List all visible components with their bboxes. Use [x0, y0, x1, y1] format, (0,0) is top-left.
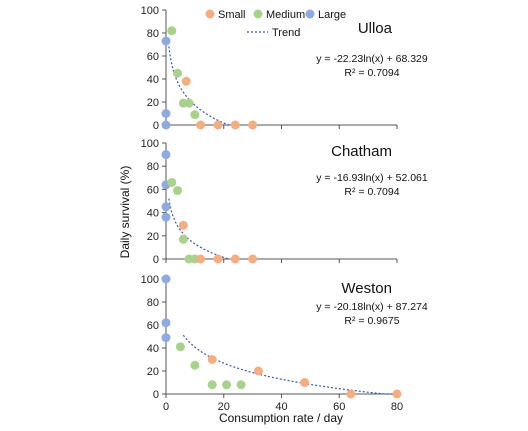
y-tick-label: 100 — [141, 274, 159, 286]
small-point — [196, 254, 206, 264]
trend-equation: y = -22.23ln(x) + 68.329 — [316, 53, 428, 65]
trend-line — [168, 46, 230, 126]
y-tick-label: 0 — [153, 389, 159, 401]
small-point — [178, 220, 188, 230]
trend-r2: R² = 0.9675 — [344, 315, 399, 327]
small-point — [230, 120, 240, 130]
panel-title: Weston — [341, 280, 392, 297]
y-tick-label: 20 — [147, 366, 159, 378]
small-point — [300, 378, 310, 387]
medium-point — [173, 186, 183, 196]
y-tick-label: 0 — [153, 254, 159, 266]
small-point — [392, 389, 402, 399]
large-point — [161, 36, 171, 46]
panel-title: Ulloa — [358, 20, 393, 37]
panel-title: Chatham — [331, 143, 392, 160]
trend-equation: y = -16.93ln(x) + 52.061 — [316, 172, 428, 184]
large-point — [161, 212, 171, 222]
legend-large-marker — [305, 9, 315, 19]
medium-point — [167, 177, 177, 187]
y-tick-label: 80 — [147, 28, 159, 40]
y-tick-label: 40 — [147, 208, 159, 220]
y-tick-label: 60 — [147, 51, 159, 63]
medium-point — [190, 110, 200, 120]
trend-line — [182, 334, 397, 395]
y-tick-label: 40 — [147, 343, 159, 355]
medium-point — [178, 234, 188, 244]
y-tick-label: 100 — [141, 138, 159, 150]
y-tick-label: 60 — [147, 184, 159, 196]
small-point — [230, 254, 240, 264]
panel-weston: 0 20 40 60 80 100 0 20 40 60 80 Weston y = -20.18ln(… — [141, 274, 428, 413]
x-tick-label: 80 — [391, 401, 403, 413]
large-point — [161, 109, 171, 118]
x-tick-label: 20 — [218, 401, 230, 413]
panel-chatham: 0 20 40 60 80 100 Chatham y = -16.93ln(x) + 52.… — [141, 138, 428, 266]
x-tick-label: 0 — [163, 401, 169, 413]
y-tick-label: 0 — [153, 120, 159, 132]
large-point — [161, 333, 171, 343]
legend-trend-label: Trend — [272, 27, 300, 39]
y-tick-label: 80 — [147, 161, 159, 173]
small-point — [213, 120, 223, 130]
x-axis-label: Consumption rate / day — [219, 411, 343, 425]
medium-point — [236, 380, 246, 390]
trend-r2: R² = 0.7094 — [344, 67, 399, 79]
small-point — [248, 254, 258, 264]
legend: Small Medium Large Trend — [205, 9, 346, 39]
trend-r2: R² = 0.7094 — [344, 186, 399, 198]
legend-medium-label: Medium — [266, 9, 305, 21]
legend-small-label: Small — [218, 9, 246, 21]
medium-point — [173, 68, 183, 78]
large-point — [161, 150, 171, 160]
medium-point — [190, 360, 200, 370]
panels: 0 20 40 60 80 100 Ulloa y = -22.23ln(x) + 68.32… — [141, 5, 428, 413]
trend-equation: y = -20.18ln(x) + 87.274 — [316, 301, 428, 313]
small-point — [207, 355, 217, 364]
legend-medium-marker — [253, 9, 263, 19]
y-tick-label: 80 — [147, 297, 159, 309]
medium-point — [167, 26, 177, 36]
large-point — [161, 120, 171, 130]
large-point — [161, 274, 171, 284]
y-tick-label: 100 — [141, 5, 159, 17]
medium-point — [184, 98, 194, 108]
medium-point — [175, 342, 185, 352]
small-point — [346, 389, 356, 399]
panel-ulloa: 0 20 40 60 80 100 Ulloa y = -22.23ln(x) + 68.32… — [141, 5, 428, 132]
medium-point — [222, 380, 232, 390]
small-point — [213, 254, 223, 264]
trend-line — [168, 198, 230, 260]
legend-large-label: Large — [318, 9, 346, 21]
large-point — [161, 202, 171, 212]
legend-small-marker — [205, 9, 215, 19]
small-point — [181, 76, 191, 86]
small-point — [253, 366, 263, 376]
y-tick-label: 40 — [147, 74, 159, 86]
small-point — [196, 120, 206, 130]
y-tick-label: 60 — [147, 320, 159, 332]
x-tick-label: 40 — [275, 401, 287, 413]
x-tick-label: 60 — [333, 401, 345, 413]
medium-point — [207, 380, 217, 390]
small-point — [248, 120, 258, 130]
y-tick-label: 20 — [147, 97, 159, 109]
y-tick-label: 20 — [147, 231, 159, 243]
large-point — [161, 318, 171, 328]
y-axis-label: Daily survival (%) — [118, 166, 132, 259]
